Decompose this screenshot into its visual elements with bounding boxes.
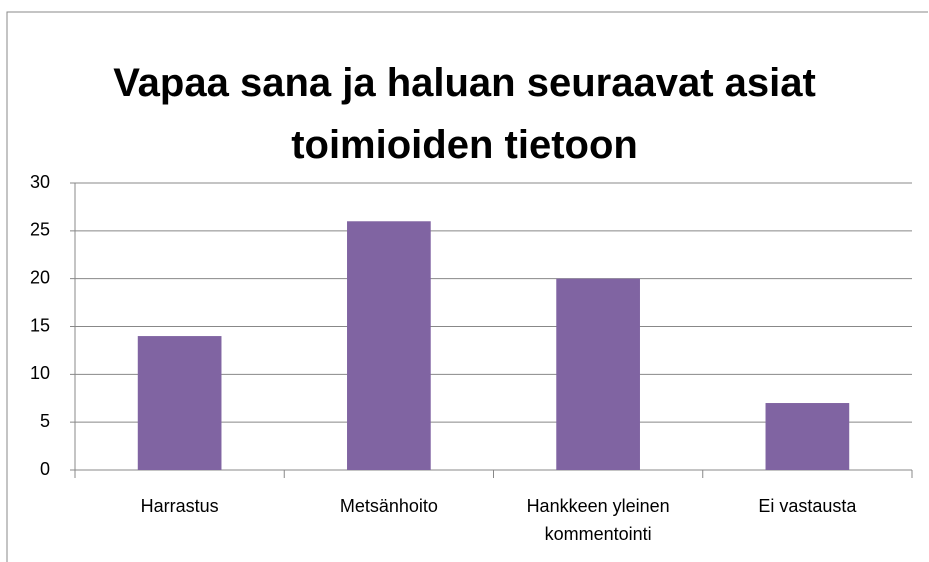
x-tick-label: Ei vastausta <box>758 496 857 516</box>
y-tick-label: 15 <box>30 315 50 335</box>
y-tick-label: 5 <box>40 411 50 431</box>
bar <box>556 278 640 470</box>
x-tick-label: Hankkeen yleinen kommentointi <box>526 496 670 544</box>
bar <box>137 336 222 470</box>
y-tick-label: 20 <box>30 267 50 287</box>
y-tick-label: 0 <box>40 459 50 479</box>
y-tick-label: 30 <box>30 172 50 192</box>
x-tick-label: Harrastus <box>140 496 219 516</box>
bar <box>347 221 431 470</box>
y-tick-label: 10 <box>30 363 50 383</box>
chart-title: Vapaa sana ja haluan seuraavat asiat toi… <box>113 61 816 167</box>
y-tick-label: 25 <box>30 220 50 240</box>
bar <box>765 403 850 470</box>
x-tick-label: Metsänhoito <box>339 496 438 516</box>
chart-frame <box>6 11 928 562</box>
